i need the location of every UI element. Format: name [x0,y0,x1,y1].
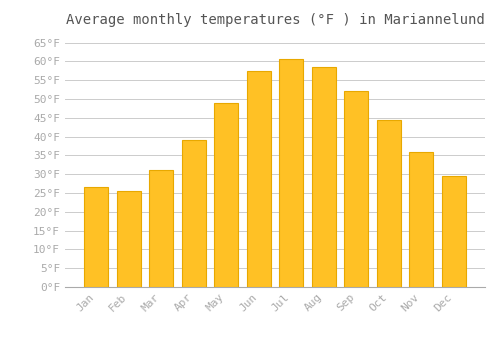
Bar [442,176,466,287]
Bar [312,67,336,287]
Bar [214,103,238,287]
Bar [376,120,401,287]
Bar [246,71,271,287]
Bar [182,140,206,287]
Bar [409,152,434,287]
Bar [279,60,303,287]
Title: Average monthly temperatures (°F ) in Mariannelund: Average monthly temperatures (°F ) in Ma… [66,13,484,27]
Bar [84,187,108,287]
Bar [116,191,141,287]
Bar [149,170,174,287]
Bar [344,91,368,287]
